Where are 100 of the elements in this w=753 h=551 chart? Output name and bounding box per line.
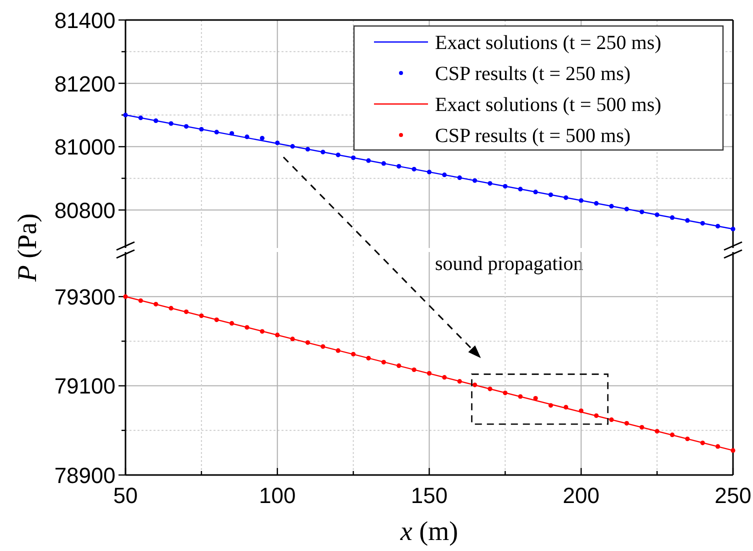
point [640,424,644,430]
y-tick-label: 79100 [54,374,116,399]
point [396,164,402,169]
point [275,332,280,338]
point [700,221,705,226]
point [442,172,447,178]
x-tick-label: 200 [562,483,600,508]
y-axis-title: P (Pa) [12,213,42,283]
point [670,432,675,438]
point [260,136,264,140]
point [412,367,416,372]
x-tick-label: 50 [113,483,138,508]
point [654,212,660,218]
point [138,116,143,120]
point [518,394,523,399]
point [123,112,128,118]
point [426,371,432,376]
y-tick-label: 78900 [54,462,116,488]
point [154,118,158,123]
x-tick-label: 250 [714,483,752,508]
point [351,155,356,160]
point [609,204,614,208]
point [502,390,508,396]
point [624,420,629,426]
point [578,408,584,414]
point [199,126,204,132]
point [700,440,705,446]
point [548,403,554,408]
point [502,184,508,189]
point [654,428,660,434]
point [685,218,690,223]
point [488,181,492,186]
point [578,198,584,203]
point [412,166,416,172]
point [488,386,492,392]
point [154,302,158,306]
y-tick-label: 80800 [54,198,116,223]
legend-label: CSP results (t = 500 ms) [435,125,631,147]
point [564,195,568,200]
point [320,150,326,154]
point [381,161,386,166]
point [214,317,219,322]
y-tick-label: 81000 [54,134,116,160]
point [123,294,128,299]
point [457,379,462,384]
point [320,344,326,349]
point [366,356,371,360]
point [230,131,234,136]
x-axis-title: x (m) [399,516,458,546]
point [199,313,204,318]
point [351,352,356,356]
point [670,215,675,220]
point [214,130,219,134]
point [518,186,523,192]
point [609,417,614,422]
point [336,152,340,158]
legend-label: CSP results (t = 250 ms) [435,63,631,85]
point [168,306,174,310]
point [442,375,447,380]
point [533,396,538,401]
point [533,190,538,194]
point [716,444,720,449]
point [730,448,736,453]
point [594,201,599,206]
point [260,329,264,334]
point [184,309,189,314]
point [472,382,478,388]
point [275,140,280,146]
point [184,124,189,129]
point [730,226,736,232]
point [426,170,432,174]
legend-label: Exact solutions (t = 250 ms) [435,32,662,54]
y-tick-label: 81400 [54,8,116,33]
point [396,363,402,368]
point [230,321,234,326]
point [685,436,690,442]
point [138,298,143,303]
point [457,175,462,180]
y-tick-label: 79300 [54,284,116,310]
point [624,206,629,212]
point [594,413,599,418]
point [336,348,340,353]
y-tick-label: 81200 [54,71,116,96]
legend-label: Exact solutions (t = 500 ms) [435,94,662,116]
point [716,224,720,228]
point [290,336,295,342]
point [381,360,386,364]
point [564,404,568,410]
point [472,178,478,183]
x-tick-label: 100 [259,483,296,508]
point [548,192,554,198]
x-tick-label: 150 [410,483,448,508]
point [305,146,310,152]
point [244,325,250,330]
point [305,340,310,345]
annotation: sound propagation [435,253,584,275]
point [366,158,371,163]
point [168,121,174,126]
point [244,134,250,140]
point [290,144,295,149]
